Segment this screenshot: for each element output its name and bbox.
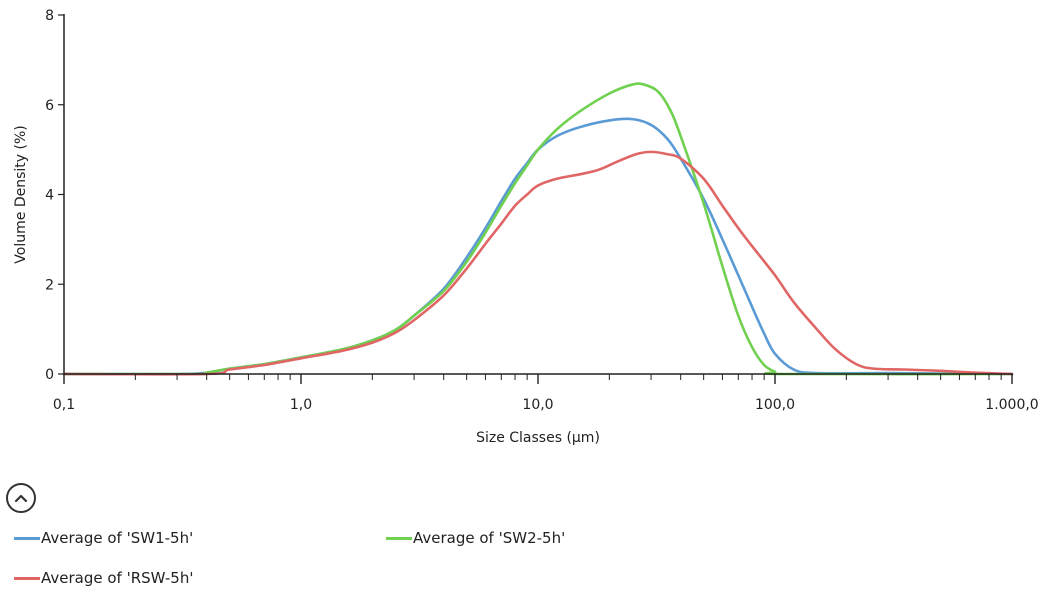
legend-item[interactable]: Average of 'RSW-5h'	[14, 569, 193, 587]
x-tick-label: 1,0	[290, 397, 312, 413]
series-line-3	[62, 150, 1014, 376]
legend-label: Average of 'SW2-5h'	[413, 529, 566, 547]
series-line-1	[62, 117, 1014, 376]
volume-density-chart: 0 2 4 6 8 0,1 1,0 10,0 100,0 1.000,0 Size Classes …	[13, 8, 1039, 446]
series-lines	[62, 82, 1014, 376]
x-tick-label: 10,0	[522, 397, 553, 413]
y-axis-title: Volume Density (%)	[13, 125, 29, 263]
x-tick-label: 1.000,0	[985, 397, 1038, 413]
y-tick-label: 2	[45, 277, 54, 293]
y-tick-label: 4	[45, 188, 54, 204]
legend-swatch	[386, 536, 412, 540]
y-tick-label: 6	[45, 98, 54, 114]
x-axis-title: Size Classes (µm)	[476, 430, 600, 446]
legend-item[interactable]: Average of 'SW2-5h'	[386, 529, 565, 547]
x-tick-label: 100,0	[755, 397, 795, 413]
chevron-up-icon[interactable]	[6, 483, 36, 513]
legend-swatch	[14, 536, 40, 540]
y-tick-label: 0	[45, 367, 54, 383]
legend-item[interactable]: Average of 'SW1-5h'	[14, 529, 193, 547]
axes: 0 2 4 6 8 0,1 1,0 10,0 100,0 1.000,0 Size Classes …	[13, 8, 1039, 446]
legend-swatch	[14, 576, 40, 580]
legend-label: Average of 'RSW-5h'	[41, 569, 194, 587]
series-line-2	[62, 82, 1014, 376]
y-tick-label: 8	[45, 8, 54, 24]
legend-label: Average of 'SW1-5h'	[41, 529, 194, 547]
x-tick-label: 0,1	[53, 397, 75, 413]
